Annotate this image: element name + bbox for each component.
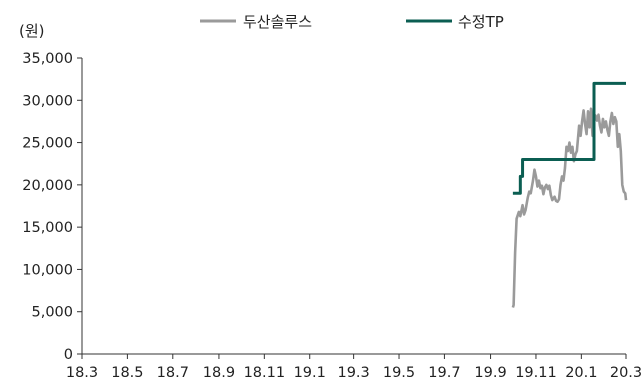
y-axis-unit-label: (원) xyxy=(19,22,45,40)
x-tick-label: 19.5 xyxy=(383,365,415,381)
y-tick-label: 15,000 xyxy=(22,220,73,236)
x-tick-label: 18.5 xyxy=(111,365,143,381)
x-tick-label: 19.11 xyxy=(515,365,557,381)
x-tick-label: 18.11 xyxy=(244,365,286,381)
x-tick-label: 19.9 xyxy=(474,365,506,381)
x-tick-label: 18.7 xyxy=(157,365,189,381)
series-line-1 xyxy=(512,81,626,195)
y-tick-label: 30,000 xyxy=(22,93,73,109)
x-tick-label: 18.9 xyxy=(203,365,235,381)
legend-label-1: 수정TP xyxy=(458,13,504,31)
series-line-0 xyxy=(511,107,628,308)
x-tick-label: 18.3 xyxy=(66,365,98,381)
legend: 두산솔루스 수정TP xyxy=(200,13,504,31)
axes: 0 5,000 10,000 15,000 20,000 25,000 30,000 35,0… xyxy=(22,51,642,381)
y-tick-label: 20,000 xyxy=(22,178,73,194)
x-tick-label: 20.1 xyxy=(565,365,597,381)
x-tick-label: 19.1 xyxy=(294,365,326,381)
y-tick-label: 0 xyxy=(64,347,73,363)
x-tick-label: 19.7 xyxy=(428,365,460,381)
y-tick-label: 5,000 xyxy=(31,305,73,321)
y-tick-label: 25,000 xyxy=(22,136,73,152)
y-tick-label: 35,000 xyxy=(22,51,73,67)
y-tick-label: 10,000 xyxy=(22,262,73,278)
x-tick-label: 20.3 xyxy=(610,365,642,381)
legend-label-0: 두산솔루스 xyxy=(243,13,312,31)
x-tick-label: 19.3 xyxy=(337,365,369,381)
series-layer xyxy=(511,81,628,308)
